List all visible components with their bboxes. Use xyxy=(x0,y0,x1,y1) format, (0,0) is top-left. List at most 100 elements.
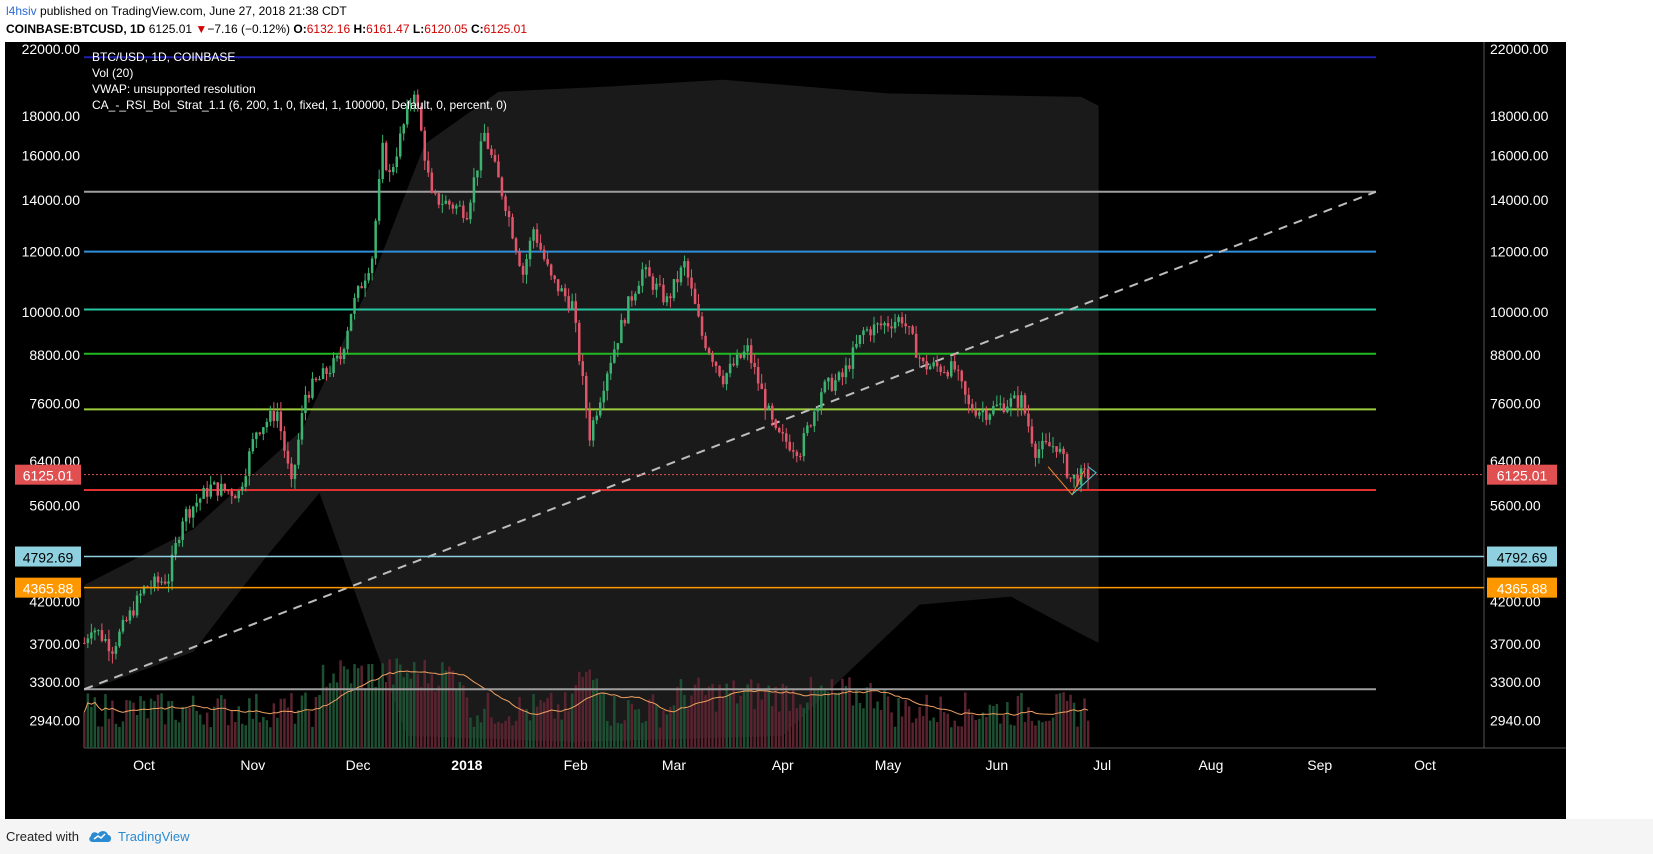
volume-bar xyxy=(876,701,879,748)
candle-body xyxy=(658,283,662,285)
volume-bar xyxy=(1027,707,1030,748)
candle-body xyxy=(641,269,644,286)
volume-bar xyxy=(237,706,240,748)
volume-bar xyxy=(981,712,985,748)
volume-bar xyxy=(932,717,935,748)
volume-bar xyxy=(377,678,381,748)
volume-bar xyxy=(202,724,205,748)
candle-body xyxy=(848,365,851,369)
volume-bar xyxy=(756,683,760,748)
candle-body xyxy=(1083,468,1086,470)
candle-body xyxy=(974,410,977,416)
volume-bar xyxy=(883,690,886,748)
candle-body xyxy=(307,394,311,398)
candle-body xyxy=(1044,440,1048,443)
volume-bar xyxy=(1058,693,1062,748)
volume-bar xyxy=(472,726,476,748)
candle-body xyxy=(928,366,932,370)
volume-bar xyxy=(241,723,244,748)
candle-body xyxy=(427,160,430,173)
candle-body xyxy=(1027,413,1030,427)
y-tick-label-left: 22000.00 xyxy=(22,42,81,57)
candle-body xyxy=(662,284,665,303)
volume-bar xyxy=(356,668,360,748)
tradingview-brand-link[interactable]: TradingView xyxy=(118,829,190,844)
legend-entry[interactable]: Vol (20) xyxy=(92,66,133,80)
volume-bar xyxy=(490,717,493,748)
candle-body xyxy=(300,413,304,440)
y-tick-label-right: 18000.00 xyxy=(1490,108,1549,124)
candle-body xyxy=(862,330,865,336)
volume-bar xyxy=(486,692,490,748)
legend-entry[interactable]: CA_-_RSI_Bol_Strat_1.1 (6, 200, 1, 0, fi… xyxy=(92,98,507,112)
candle-body xyxy=(276,411,279,422)
candle-body xyxy=(581,361,584,376)
volume-bar xyxy=(837,692,841,748)
volume-bar xyxy=(423,659,426,748)
volume-bar xyxy=(767,685,770,748)
volume-bar xyxy=(1041,722,1044,748)
candle-body xyxy=(160,581,163,583)
price-chart[interactable]: 22000.00 22000.00 18000.00 18000.00 16000.00… xyxy=(0,42,1653,819)
volume-bar xyxy=(764,689,767,748)
candle-body xyxy=(451,204,455,209)
candle-body xyxy=(476,170,479,178)
volume-bar xyxy=(388,659,391,748)
candle-body xyxy=(258,432,262,435)
candle-body xyxy=(785,433,788,442)
candle-body xyxy=(153,576,156,588)
candle-body xyxy=(272,411,276,421)
volume-bar xyxy=(799,704,802,748)
candle-body xyxy=(827,377,830,382)
candle-body xyxy=(384,142,388,170)
candle-body xyxy=(399,133,402,157)
candle-body xyxy=(813,411,816,427)
volume-bar xyxy=(346,669,349,748)
candle-body xyxy=(279,411,283,432)
y-tick-label-right: 5600.00 xyxy=(1490,498,1541,514)
candle-body xyxy=(553,275,556,280)
candle-body xyxy=(851,347,855,369)
candle-body xyxy=(950,361,953,377)
candle-body xyxy=(971,404,974,411)
x-tick-label: Feb xyxy=(564,757,588,773)
candle-body xyxy=(100,630,104,641)
candle-body xyxy=(613,349,616,363)
volume-bar xyxy=(227,725,230,748)
candle-body xyxy=(135,595,139,616)
candle-body xyxy=(1009,398,1013,407)
candle-body xyxy=(356,286,360,298)
legend-entry[interactable]: BTC/USD, 1D, COINBASE xyxy=(92,50,235,64)
legend-entry[interactable]: VWAP: unsupported resolution xyxy=(92,82,256,96)
candle-body xyxy=(434,192,437,194)
candle-body xyxy=(163,581,167,584)
candle-body xyxy=(921,357,925,362)
volume-bar xyxy=(967,709,970,748)
volume-bar xyxy=(349,683,353,748)
candle-body xyxy=(493,155,497,162)
volume-bar xyxy=(318,695,321,748)
volume-bar xyxy=(244,725,247,748)
volume-bar xyxy=(960,726,963,748)
drawn-arrow-icon[interactable] xyxy=(1071,466,1097,496)
y-tick-label-right: 7600.00 xyxy=(1490,396,1541,412)
volume-bar xyxy=(904,700,907,748)
candle-body xyxy=(1065,454,1069,478)
candle-body xyxy=(585,376,588,411)
candle-body xyxy=(156,576,160,583)
volume-bar xyxy=(1048,720,1051,748)
volume-bar xyxy=(293,723,297,748)
candle-body xyxy=(283,431,286,451)
volume-bar xyxy=(86,693,90,748)
volume-bars xyxy=(83,658,1090,748)
candle-body xyxy=(911,326,914,334)
candle-body xyxy=(697,303,700,317)
volume-bar xyxy=(841,678,844,748)
candle-body xyxy=(381,142,384,179)
dashed-trendline[interactable] xyxy=(83,190,1377,691)
candle-body xyxy=(420,106,423,131)
volume-bar xyxy=(700,690,704,748)
author-link[interactable]: l4hsiv xyxy=(6,4,37,18)
candle-body xyxy=(563,288,567,297)
candle-body xyxy=(735,354,739,366)
